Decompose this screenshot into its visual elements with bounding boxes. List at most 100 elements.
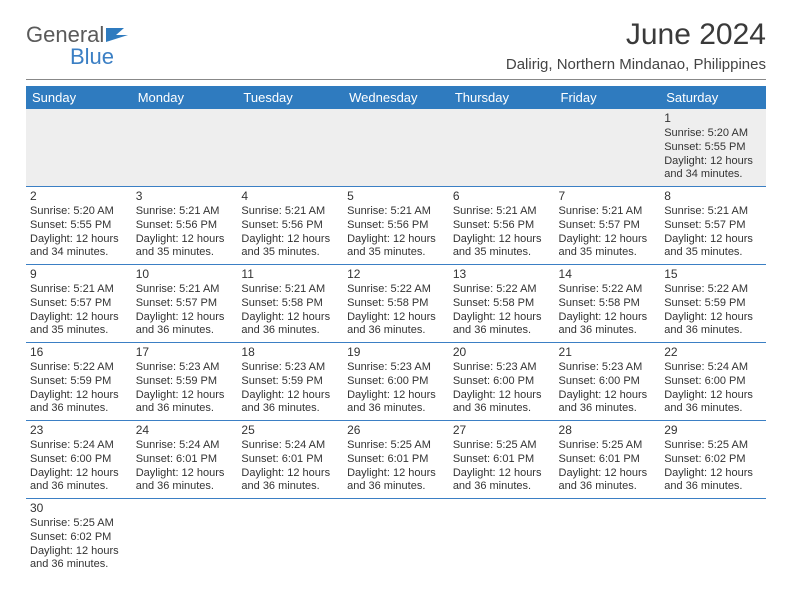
sunrise-text: Sunrise: 5:24 AM xyxy=(241,439,339,453)
day-number: 17 xyxy=(136,345,234,360)
day1-text: Daylight: 12 hours xyxy=(136,467,234,481)
day1-text: Daylight: 12 hours xyxy=(347,233,445,247)
day-number: 16 xyxy=(30,345,128,360)
sunrise-text: Sunrise: 5:25 AM xyxy=(453,439,551,453)
sunset-text: Sunset: 5:57 PM xyxy=(664,219,762,233)
sunrise-text: Sunrise: 5:24 AM xyxy=(664,361,762,375)
sunset-text: Sunset: 5:59 PM xyxy=(30,375,128,389)
day1-text: Daylight: 12 hours xyxy=(241,389,339,403)
calendar-cell: 28Sunrise: 5:25 AMSunset: 6:01 PMDayligh… xyxy=(555,421,661,499)
divider xyxy=(26,79,766,80)
day2-text: and 35 minutes. xyxy=(347,246,445,260)
day2-text: and 36 minutes. xyxy=(664,480,762,494)
day-number: 20 xyxy=(453,345,551,360)
sunrise-text: Sunrise: 5:23 AM xyxy=(453,361,551,375)
day-number: 19 xyxy=(347,345,445,360)
calendar-cell: 3Sunrise: 5:21 AMSunset: 5:56 PMDaylight… xyxy=(132,187,238,265)
col-tuesday: Tuesday xyxy=(237,86,343,109)
day2-text: and 36 minutes. xyxy=(136,480,234,494)
calendar-cell xyxy=(237,109,343,187)
header: General Blue June 2024 Dalirig, Northern… xyxy=(26,18,766,73)
day2-text: and 34 minutes. xyxy=(30,246,128,260)
sunrise-text: Sunrise: 5:21 AM xyxy=(136,205,234,219)
calendar-cell xyxy=(26,109,132,187)
day2-text: and 36 minutes. xyxy=(453,480,551,494)
day2-text: and 36 minutes. xyxy=(347,402,445,416)
calendar-cell xyxy=(449,109,555,187)
day-number: 23 xyxy=(30,423,128,438)
calendar-cell: 17Sunrise: 5:23 AMSunset: 5:59 PMDayligh… xyxy=(132,343,238,421)
sunrise-text: Sunrise: 5:21 AM xyxy=(241,283,339,297)
sunset-text: Sunset: 6:01 PM xyxy=(241,453,339,467)
sunset-text: Sunset: 5:58 PM xyxy=(559,297,657,311)
col-thursday: Thursday xyxy=(449,86,555,109)
calendar-cell: 29Sunrise: 5:25 AMSunset: 6:02 PMDayligh… xyxy=(660,421,766,499)
day2-text: and 35 minutes. xyxy=(30,324,128,338)
calendar-cell: 30Sunrise: 5:25 AMSunset: 6:02 PMDayligh… xyxy=(26,499,132,577)
day-number: 8 xyxy=(664,189,762,204)
sunset-text: Sunset: 6:00 PM xyxy=(664,375,762,389)
sunrise-text: Sunrise: 5:24 AM xyxy=(136,439,234,453)
title-block: June 2024 Dalirig, Northern Mindanao, Ph… xyxy=(506,18,766,73)
day-number: 18 xyxy=(241,345,339,360)
sunrise-text: Sunrise: 5:23 AM xyxy=(559,361,657,375)
day1-text: Daylight: 12 hours xyxy=(559,311,657,325)
sunset-text: Sunset: 5:57 PM xyxy=(136,297,234,311)
col-saturday: Saturday xyxy=(660,86,766,109)
day2-text: and 36 minutes. xyxy=(136,402,234,416)
calendar-cell: 11Sunrise: 5:21 AMSunset: 5:58 PMDayligh… xyxy=(237,265,343,343)
day-number: 30 xyxy=(30,501,128,516)
day1-text: Daylight: 12 hours xyxy=(664,233,762,247)
sunrise-text: Sunrise: 5:21 AM xyxy=(559,205,657,219)
sunrise-text: Sunrise: 5:25 AM xyxy=(559,439,657,453)
sunrise-text: Sunrise: 5:22 AM xyxy=(30,361,128,375)
brand-part2: Blue xyxy=(70,44,114,69)
day-number: 9 xyxy=(30,267,128,282)
day-number: 7 xyxy=(559,189,657,204)
sunset-text: Sunset: 5:58 PM xyxy=(241,297,339,311)
day1-text: Daylight: 12 hours xyxy=(30,467,128,481)
calendar-cell: 12Sunrise: 5:22 AMSunset: 5:58 PMDayligh… xyxy=(343,265,449,343)
day2-text: and 36 minutes. xyxy=(241,480,339,494)
day2-text: and 36 minutes. xyxy=(453,324,551,338)
day1-text: Daylight: 12 hours xyxy=(664,389,762,403)
sunrise-text: Sunrise: 5:25 AM xyxy=(30,517,128,531)
day1-text: Daylight: 12 hours xyxy=(453,389,551,403)
sunset-text: Sunset: 6:01 PM xyxy=(559,453,657,467)
brand-name: General Blue xyxy=(26,24,132,68)
day2-text: and 35 minutes. xyxy=(664,246,762,260)
sunset-text: Sunset: 5:55 PM xyxy=(664,141,762,155)
calendar-cell: 4Sunrise: 5:21 AMSunset: 5:56 PMDaylight… xyxy=(237,187,343,265)
sunset-text: Sunset: 5:56 PM xyxy=(453,219,551,233)
day-number: 11 xyxy=(241,267,339,282)
calendar-cell: 13Sunrise: 5:22 AMSunset: 5:58 PMDayligh… xyxy=(449,265,555,343)
day2-text: and 36 minutes. xyxy=(347,324,445,338)
day-number: 27 xyxy=(453,423,551,438)
day1-text: Daylight: 12 hours xyxy=(241,233,339,247)
sunrise-text: Sunrise: 5:22 AM xyxy=(347,283,445,297)
day-number: 6 xyxy=(453,189,551,204)
calendar-week-row: 2Sunrise: 5:20 AMSunset: 5:55 PMDaylight… xyxy=(26,187,766,265)
page-title: June 2024 xyxy=(506,18,766,52)
day1-text: Daylight: 12 hours xyxy=(136,233,234,247)
sunset-text: Sunset: 6:00 PM xyxy=(30,453,128,467)
day2-text: and 36 minutes. xyxy=(241,402,339,416)
day1-text: Daylight: 12 hours xyxy=(664,467,762,481)
sunrise-text: Sunrise: 5:21 AM xyxy=(453,205,551,219)
day2-text: and 36 minutes. xyxy=(136,324,234,338)
calendar-cell xyxy=(555,499,661,577)
sunrise-text: Sunrise: 5:25 AM xyxy=(664,439,762,453)
sunrise-text: Sunrise: 5:22 AM xyxy=(453,283,551,297)
day1-text: Daylight: 12 hours xyxy=(559,233,657,247)
calendar-cell xyxy=(237,499,343,577)
calendar-week-row: 30Sunrise: 5:25 AMSunset: 6:02 PMDayligh… xyxy=(26,499,766,577)
day-number: 5 xyxy=(347,189,445,204)
day1-text: Daylight: 12 hours xyxy=(347,467,445,481)
brand-logo: General Blue xyxy=(26,18,132,68)
col-wednesday: Wednesday xyxy=(343,86,449,109)
sunrise-text: Sunrise: 5:20 AM xyxy=(30,205,128,219)
calendar-week-row: 9 Sunrise: 5:21 AM Sunset: 5:57 PM Daylight… xyxy=(26,265,766,343)
day2-text: and 36 minutes. xyxy=(664,324,762,338)
calendar-cell: 25Sunrise: 5:24 AMSunset: 6:01 PMDayligh… xyxy=(237,421,343,499)
sunset-text: Sunset: 5:59 PM xyxy=(136,375,234,389)
